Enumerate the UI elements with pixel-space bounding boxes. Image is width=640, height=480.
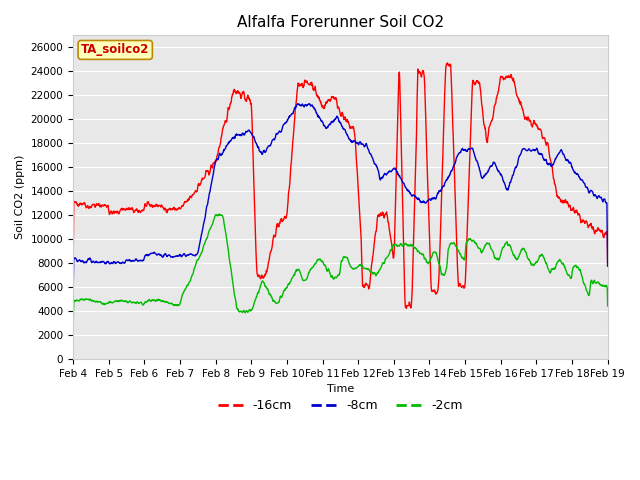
Y-axis label: Soil CO2 (ppm): Soil CO2 (ppm) [15, 155, 25, 240]
Text: TA_soilco2: TA_soilco2 [81, 43, 149, 57]
Legend: -16cm, -8cm, -2cm: -16cm, -8cm, -2cm [213, 395, 468, 418]
X-axis label: Time: Time [326, 384, 354, 394]
Title: Alfalfa Forerunner Soil CO2: Alfalfa Forerunner Soil CO2 [237, 15, 444, 30]
